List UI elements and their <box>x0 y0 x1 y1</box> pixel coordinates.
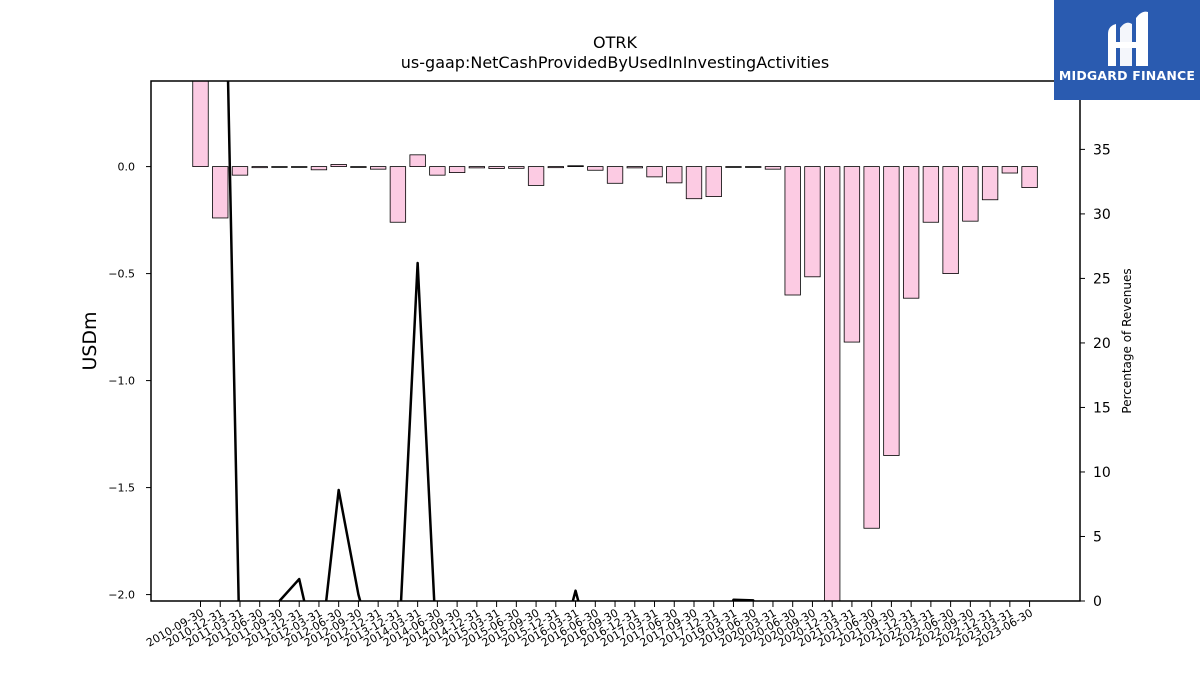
bar <box>685 166 703 200</box>
bar <box>468 166 486 169</box>
bar <box>962 166 979 222</box>
bar <box>350 166 367 168</box>
bar <box>192 81 209 167</box>
y2-tick-label: 30 <box>1093 207 1111 223</box>
bar <box>883 166 900 456</box>
plot-frame <box>150 80 1081 602</box>
y-tick-label: −2.0 <box>108 589 135 602</box>
bar <box>981 166 999 201</box>
bar <box>922 166 940 223</box>
bar <box>271 166 288 168</box>
midgard-logo-icon <box>1108 11 1148 67</box>
y-tick-label: −1.5 <box>108 482 135 495</box>
bar <box>902 166 920 299</box>
bar <box>725 166 742 168</box>
bar <box>804 166 821 278</box>
chart-subtitle: us-gaap:NetCashProvidedByUsedInInvesting… <box>401 53 829 72</box>
pct-revenue-line <box>226 81 755 601</box>
bar <box>745 166 762 168</box>
bar <box>448 166 466 173</box>
bar <box>587 166 604 171</box>
bar <box>863 166 880 529</box>
bar <box>212 166 229 219</box>
bar <box>646 166 663 178</box>
y2-tick-label: 15 <box>1093 400 1111 416</box>
y2-axis-label: Percentage of Revenues <box>1120 268 1134 413</box>
bar <box>547 166 564 169</box>
y2-tick-label: 20 <box>1093 336 1111 352</box>
bar <box>626 166 643 169</box>
bar <box>251 166 268 169</box>
bar <box>310 166 328 171</box>
y-axis-label: USDm <box>79 311 101 370</box>
y2-tick-label: 25 <box>1093 271 1111 287</box>
y2-tick-label: 5 <box>1093 529 1102 545</box>
bar <box>764 166 782 170</box>
bar <box>429 166 446 176</box>
bar <box>942 166 959 275</box>
bar <box>567 165 584 168</box>
y2-tick-label: 10 <box>1093 465 1111 481</box>
bar <box>370 166 387 170</box>
bar <box>389 166 407 223</box>
y2-tick-label: 0 <box>1093 594 1102 610</box>
bar <box>824 166 841 601</box>
bar <box>705 166 722 197</box>
y-tick-label: −0.5 <box>108 268 135 281</box>
bar <box>843 166 861 343</box>
y2-tick-label: 35 <box>1093 142 1111 158</box>
y-tick-label: −1.0 <box>108 375 135 388</box>
bar <box>606 166 624 184</box>
bar <box>784 166 801 296</box>
chart-title: OTRK <box>593 33 637 52</box>
bar <box>291 166 308 168</box>
bar <box>1021 166 1038 188</box>
bar <box>409 154 426 168</box>
logo-text: MIDGARD FINANCE <box>1058 68 1196 83</box>
bar <box>1001 166 1018 174</box>
bar <box>231 166 249 176</box>
bar <box>508 166 525 169</box>
y-tick-label: 0.0 <box>118 161 136 174</box>
bar <box>330 164 347 168</box>
bar <box>527 166 545 186</box>
bar <box>666 166 683 184</box>
bar <box>488 166 505 169</box>
midgard-finance-logo: MIDGARD FINANCE <box>1054 0 1200 100</box>
